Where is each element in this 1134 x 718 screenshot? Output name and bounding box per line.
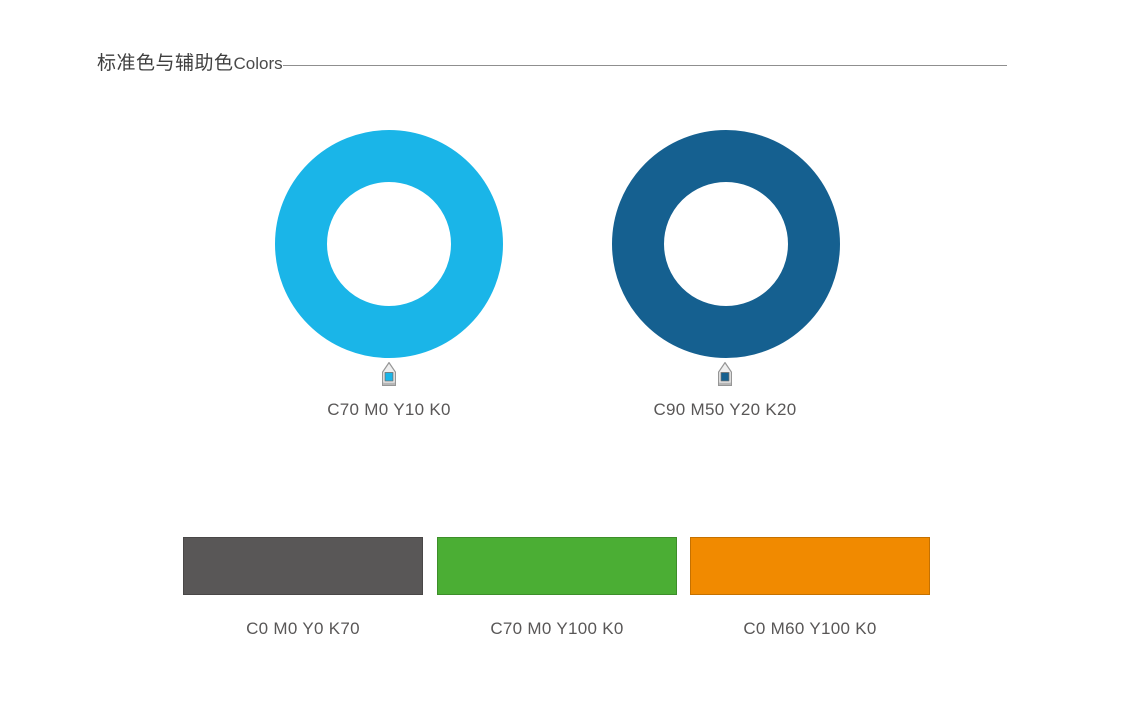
aux-swatch-gray xyxy=(183,537,423,595)
section-title-zh: 标准色与辅助色 xyxy=(97,53,234,74)
aux-swatch-orange xyxy=(690,537,930,595)
cmyk-label-cyan: C70 M0 Y10 K0 xyxy=(327,400,451,419)
cmyk-label-green: C70 M0 Y100 K0 xyxy=(490,619,624,638)
primary-color-ring-cyan xyxy=(275,130,503,358)
cmyk-label-dark-blue: C90 M50 Y20 K20 xyxy=(653,400,797,419)
section-header: 标准色与辅助色 Colors xyxy=(97,48,1007,75)
ink-bottle-icon xyxy=(718,362,732,386)
section-title-en: Colors xyxy=(233,54,283,73)
aux-swatch-green xyxy=(437,537,677,595)
cmyk-label-gray: C0 M0 Y0 K70 xyxy=(246,619,360,638)
header-rule-line xyxy=(282,65,1007,66)
primary-color-ring-dark-blue xyxy=(612,130,840,358)
cmyk-label-orange: C0 M60 Y100 K0 xyxy=(743,619,877,638)
ink-bottle-icon xyxy=(382,362,396,386)
